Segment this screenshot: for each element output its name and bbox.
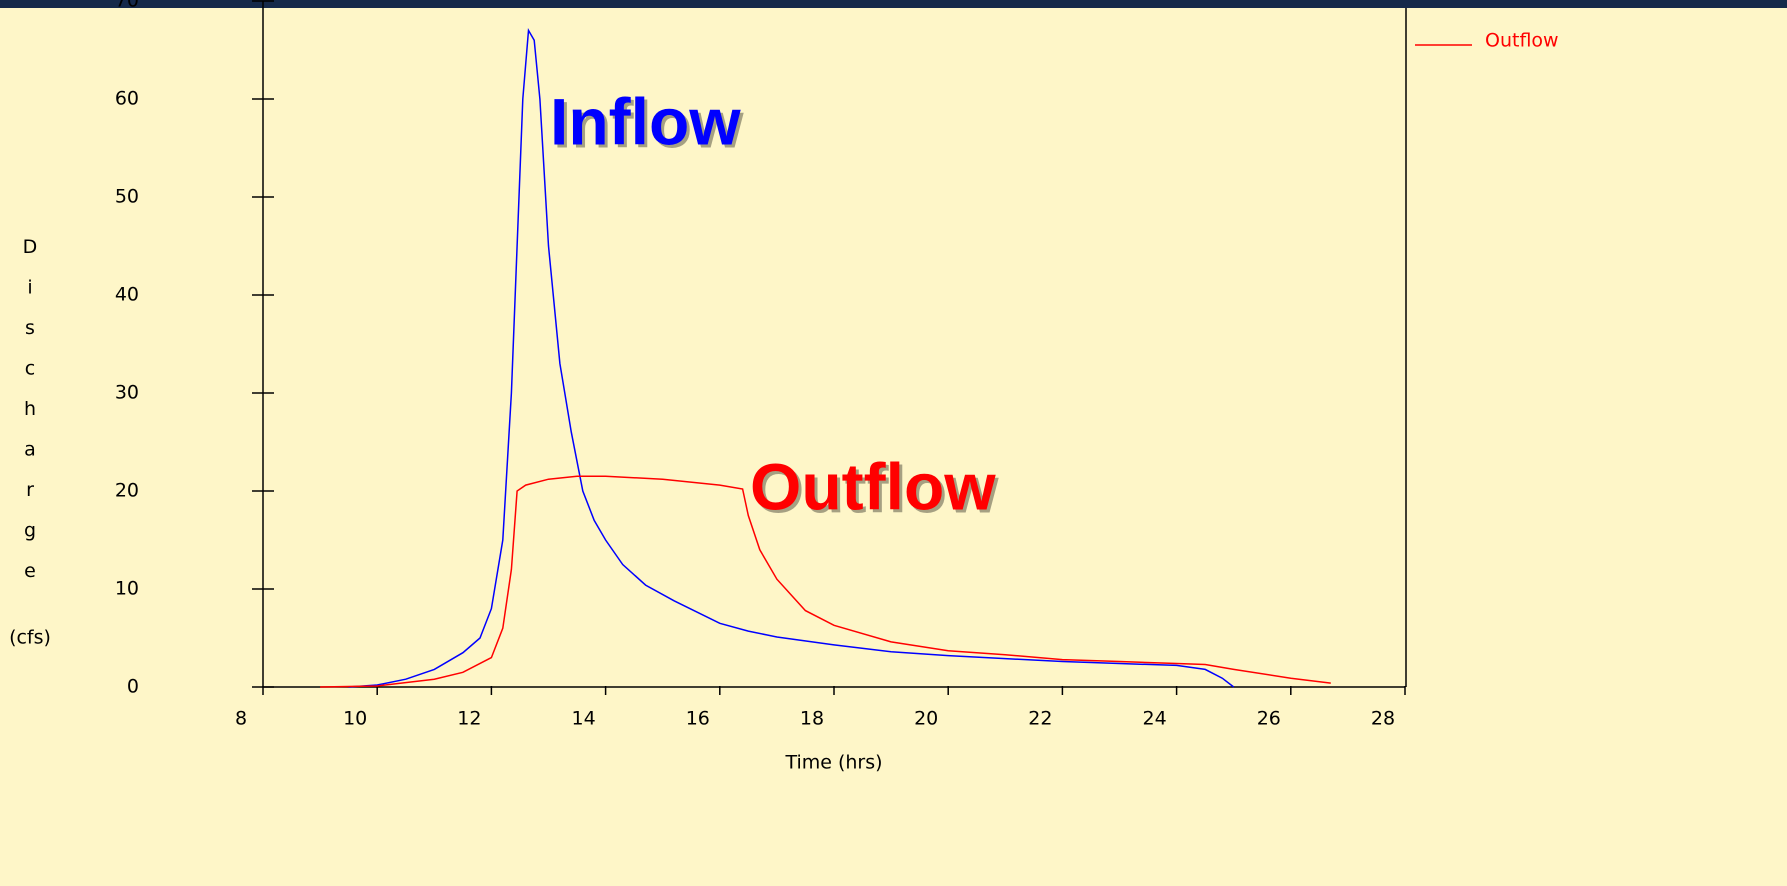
x-tick-label: 10 (343, 708, 367, 730)
annotation: Outflow (750, 449, 996, 523)
y-tick-label: 50 (115, 186, 139, 208)
header-band (0, 0, 1787, 8)
y-tick-label: 20 (115, 480, 139, 502)
legend-label: Outflow (1485, 30, 1559, 52)
y-tick-label: 0 (127, 676, 139, 698)
x-tick-label: 20 (914, 708, 938, 730)
series-line (348, 27, 1235, 688)
x-tick-label: 14 (572, 708, 596, 730)
x-tick-label: 28 (1371, 708, 1395, 730)
y-axis-units: (cfs) (9, 627, 51, 649)
annotation-shadow: Inflow (553, 87, 744, 161)
chart-background (0, 8, 1787, 886)
y-tick-label: 70 (115, 0, 139, 12)
x-tick-label: 22 (1028, 708, 1052, 730)
y-tick-label: 30 (115, 382, 139, 404)
y-tick-label: 10 (115, 578, 139, 600)
x-axis-label: Time (hrs) (784, 752, 882, 774)
x-tick-label: 18 (800, 708, 824, 730)
x-tick-label: 16 (686, 708, 710, 730)
x-tick-label: 24 (1143, 708, 1167, 730)
y-tick-label: 60 (115, 88, 139, 110)
x-tick-label: 12 (457, 708, 481, 730)
x-tick-label: 8 (235, 708, 247, 730)
x-tick-label: 26 (1257, 708, 1281, 730)
annotation: Inflow (550, 84, 741, 158)
annotation-shadow: Outflow (753, 452, 999, 526)
series-line (320, 475, 1331, 688)
y-tick-label: 40 (115, 284, 139, 306)
